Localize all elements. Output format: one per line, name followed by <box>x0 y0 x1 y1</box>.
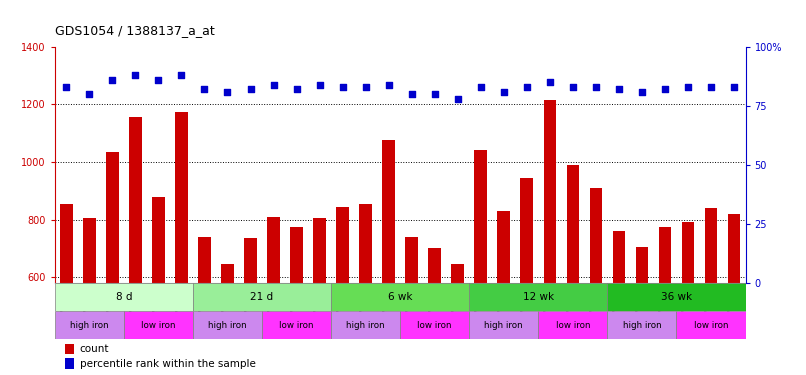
Point <box>497 89 510 95</box>
Bar <box>401 311 469 339</box>
Bar <box>613 231 625 375</box>
Point <box>635 89 648 95</box>
Point <box>83 91 96 97</box>
Text: low iron: low iron <box>694 321 729 330</box>
Bar <box>198 237 211 375</box>
Point <box>267 82 280 88</box>
Bar <box>608 283 746 311</box>
Point <box>543 79 556 85</box>
Bar <box>704 208 717 375</box>
Text: high iron: high iron <box>70 321 109 330</box>
Bar <box>60 204 73 375</box>
Bar <box>567 165 580 375</box>
Point <box>474 84 487 90</box>
Point <box>704 84 717 90</box>
Bar <box>428 248 441 375</box>
Point <box>428 91 441 97</box>
Text: high iron: high iron <box>622 321 661 330</box>
Text: 8 d: 8 d <box>115 292 132 302</box>
Bar <box>676 311 746 339</box>
Bar <box>152 196 164 375</box>
Bar <box>193 311 262 339</box>
Bar <box>636 247 648 375</box>
Bar <box>659 227 671 375</box>
Point <box>152 77 165 83</box>
Bar <box>106 152 118 375</box>
Point <box>405 91 418 97</box>
Bar <box>290 227 303 375</box>
Bar <box>65 358 74 369</box>
Bar <box>538 311 608 339</box>
Point <box>359 84 372 90</box>
Bar <box>469 311 538 339</box>
Point <box>451 96 464 102</box>
Point <box>682 84 695 90</box>
Bar <box>589 188 602 375</box>
Point <box>175 72 188 78</box>
Point <box>244 86 257 92</box>
Bar <box>262 311 331 339</box>
Bar <box>268 217 280 375</box>
Point <box>521 84 534 90</box>
Point <box>728 84 741 90</box>
Point <box>567 84 580 90</box>
Point <box>336 84 349 90</box>
Bar <box>129 117 142 375</box>
Bar <box>65 344 74 354</box>
Point <box>198 86 211 92</box>
Bar <box>314 218 326 375</box>
Text: GDS1054 / 1388137_a_at: GDS1054 / 1388137_a_at <box>55 24 214 38</box>
Text: low iron: low iron <box>280 321 314 330</box>
Point <box>129 72 142 78</box>
Text: percentile rank within the sample: percentile rank within the sample <box>80 358 256 369</box>
Text: high iron: high iron <box>484 321 523 330</box>
Bar <box>193 283 331 311</box>
Point <box>314 82 326 88</box>
Text: 12 wk: 12 wk <box>523 292 554 302</box>
Bar <box>336 207 349 375</box>
Bar <box>221 264 234 375</box>
Text: high iron: high iron <box>208 321 247 330</box>
Bar <box>124 311 193 339</box>
Text: low iron: low iron <box>141 321 176 330</box>
Point <box>382 82 395 88</box>
Text: 36 wk: 36 wk <box>661 292 692 302</box>
Point <box>613 86 625 92</box>
Bar <box>359 204 372 375</box>
Bar <box>682 222 694 375</box>
Point <box>290 86 303 92</box>
Bar <box>55 283 193 311</box>
Bar <box>521 178 533 375</box>
Text: 6 wk: 6 wk <box>388 292 413 302</box>
Point <box>659 86 671 92</box>
Point <box>221 89 234 95</box>
Bar <box>244 238 257 375</box>
Bar <box>475 150 487 375</box>
Bar <box>451 264 464 375</box>
Text: 21 d: 21 d <box>251 292 273 302</box>
Bar <box>83 218 96 375</box>
Point <box>106 77 118 83</box>
Text: low iron: low iron <box>418 321 452 330</box>
Bar <box>608 311 676 339</box>
Bar <box>382 140 395 375</box>
Bar <box>728 214 741 375</box>
Text: count: count <box>80 344 109 354</box>
Bar <box>405 237 418 375</box>
Bar <box>497 211 510 375</box>
Bar <box>55 311 124 339</box>
Bar <box>469 283 608 311</box>
Bar <box>543 100 556 375</box>
Bar <box>331 283 469 311</box>
Bar <box>331 311 401 339</box>
Point <box>60 84 73 90</box>
Text: low iron: low iron <box>555 321 590 330</box>
Point <box>589 84 602 90</box>
Text: high iron: high iron <box>347 321 385 330</box>
Bar <box>175 112 188 375</box>
